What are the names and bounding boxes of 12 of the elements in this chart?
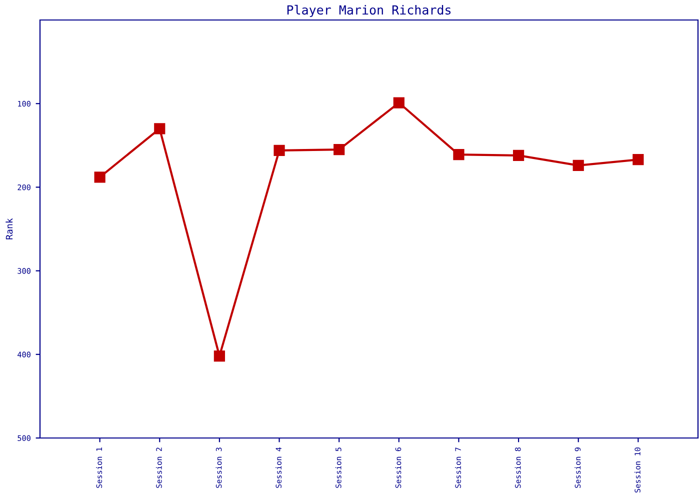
point (94, 172, 106, 183)
point (572, 160, 584, 172)
point (274, 144, 285, 156)
point (453, 149, 464, 160)
point (334, 144, 345, 156)
point (512, 150, 524, 161)
point (154, 123, 166, 134)
point (214, 350, 226, 362)
point (393, 97, 404, 108)
y-axis-title: Rank (6, 218, 13, 240)
chart-title: Player Marion Richards (287, 4, 451, 18)
point (632, 154, 644, 166)
